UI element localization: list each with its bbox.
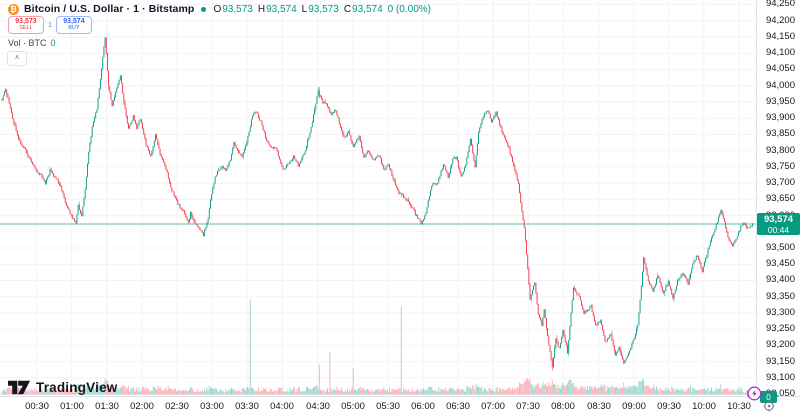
price-tick-label: 93,050: [765, 388, 795, 399]
buy-label: BUY: [68, 25, 80, 31]
price-tick-label: 94,250: [765, 0, 795, 9]
price-tick-label: 93,700: [765, 177, 795, 188]
time-tick-label: 06:30: [446, 401, 470, 412]
price-tick-label: 93,400: [765, 274, 795, 285]
buy-price: 93,574: [63, 18, 85, 25]
close-value: 93,574: [352, 3, 383, 15]
axis-settings-gear-icon[interactable]: [763, 400, 775, 412]
sell-button[interactable]: 93,573 SELL: [8, 16, 44, 34]
volume-legend: Vol · BTC 0: [8, 38, 56, 48]
price-tick-label: 94,200: [765, 15, 795, 26]
price-tick-label: 93,750: [765, 161, 795, 172]
time-tick-label: 04:00: [270, 401, 294, 412]
time-tick-label: 10:30: [727, 401, 751, 412]
price-tick-label: 94,100: [765, 47, 795, 58]
time-tick-label: 08:30: [587, 401, 611, 412]
chart-legend: ₿ Bitcoin / U.S. Dollar · 1 · Bitstamp O…: [8, 3, 431, 15]
volume-axis-badge: 0: [760, 391, 777, 403]
price-tick-label: 94,150: [765, 31, 795, 42]
time-tick-label: 09:30: [657, 401, 681, 412]
price-tick-label: 93,200: [765, 339, 795, 350]
time-tick-label: 08:00: [551, 401, 575, 412]
tradingview-logo-icon: [8, 380, 30, 395]
time-tick-label: 03:00: [200, 401, 224, 412]
price-tick-label: 93,250: [765, 323, 795, 334]
last-price-badge: 93,574 00:44: [757, 213, 800, 235]
time-tick-label: 01:00: [60, 401, 84, 412]
open-value: 93,573: [222, 3, 253, 15]
volume-legend-value: 0: [50, 38, 56, 48]
time-tick-label: 09:00: [622, 401, 646, 412]
price-tick-label: 93,150: [765, 356, 795, 367]
time-axis[interactable]: 00:30 01:00 01:30 02:00 02:30 03:00 03:30 04:00…: [0, 397, 756, 416]
time-tick-label: 03:30: [235, 401, 259, 412]
time-tick-label: 02:30: [165, 401, 189, 412]
bar-countdown: 00:44: [767, 225, 790, 235]
collapse-pane-button[interactable]: ∧: [7, 51, 27, 66]
time-tick-label: 00:30: [25, 401, 49, 412]
last-price-value: 93,574: [763, 214, 794, 225]
price-tick-label: 93,300: [765, 307, 795, 318]
instant-order-icon[interactable]: [745, 385, 762, 402]
time-tick-label: 06:00: [411, 401, 435, 412]
tradingview-logo[interactable]: TradingView: [8, 380, 117, 395]
time-tick-label: 01:30: [95, 401, 119, 412]
time-tick-label: 10:00: [692, 401, 716, 412]
price-tick-label: 93,900: [765, 112, 795, 123]
price-tick-label: 94,000: [765, 80, 795, 91]
time-axis-border: [0, 396, 800, 397]
price-axis-border: [756, 0, 757, 396]
price-tick-label: 93,350: [765, 291, 795, 302]
high-label: H: [257, 3, 266, 15]
trade-widget: 93,573 SELL 1 93,574 BUY: [8, 16, 92, 34]
price-tick-label: 93,450: [765, 258, 795, 269]
time-tick-label: 02:00: [130, 401, 154, 412]
symbol-title[interactable]: Bitcoin / U.S. Dollar · 1 · Bitstamp: [24, 3, 195, 15]
high-value: 93,574: [266, 3, 297, 15]
price-axis[interactable]: 94,250 94,200 94,150 94,100 94,050 94,000 93,9…: [757, 0, 800, 399]
ohlc-values: O93,573 H93,574 L93,573 C93,574 0 (0.00%…: [213, 4, 431, 15]
price-tick-label: 93,950: [765, 96, 795, 107]
open-label: O: [213, 3, 222, 15]
price-tick-label: 94,050: [765, 63, 795, 74]
market-status-dot-icon[interactable]: [201, 6, 207, 12]
time-tick-label: 07:30: [516, 401, 540, 412]
price-tick-label: 93,650: [765, 193, 795, 204]
time-tick-label: 07:00: [481, 401, 505, 412]
close-label: C: [343, 3, 352, 15]
price-tick-label: 93,800: [765, 145, 795, 156]
time-tick-label: 04:30: [306, 401, 330, 412]
price-tick-label: 93,850: [765, 128, 795, 139]
price-tick-label: 93,100: [765, 372, 795, 383]
low-value: 93,573: [308, 3, 339, 15]
volume-legend-label: Vol · BTC: [8, 38, 47, 48]
low-label: L: [301, 3, 308, 15]
tradingview-logo-text: TradingView: [36, 380, 118, 395]
sell-label: SELL: [19, 25, 33, 31]
price-tick-label: 93,500: [765, 242, 795, 253]
sell-price: 93,573: [15, 18, 37, 25]
change-value: 0 (0.00%): [387, 3, 431, 15]
bitcoin-icon: ₿: [8, 3, 19, 15]
spread-value: 1: [48, 21, 52, 29]
time-tick-label: 05:00: [341, 401, 365, 412]
time-tick-label: 05:30: [376, 401, 400, 412]
buy-button[interactable]: 93,574 BUY: [55, 16, 92, 34]
